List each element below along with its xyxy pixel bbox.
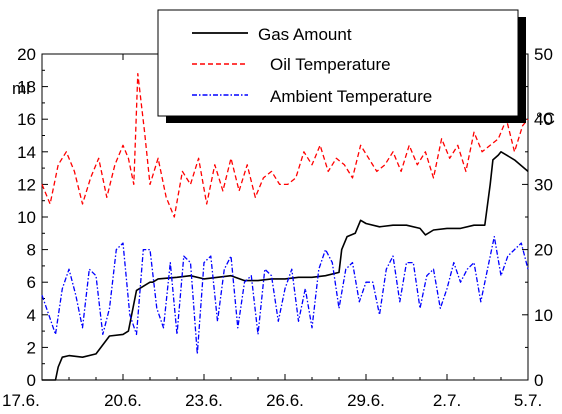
y-left-tick-label: 0	[27, 371, 36, 390]
y-right-tick-label: 30	[534, 175, 553, 194]
series-line-oil-temperature	[41, 72, 529, 218]
y-left-label: ml	[12, 79, 30, 98]
y-left-tick-label: 18	[17, 78, 36, 97]
x-tick-label: 23.6.	[185, 391, 223, 410]
y-right-tick-label: 10	[534, 306, 553, 325]
x-tick-label: 5.7.	[514, 391, 542, 410]
x-tick-label: 17.6.	[2, 391, 40, 410]
legend-box	[157, 9, 519, 117]
y-left-tick-label: 4	[27, 306, 36, 325]
y-left-tick-label: 6	[27, 273, 36, 292]
y-left-tick-label: 16	[17, 110, 36, 129]
y-right-label: °C	[536, 109, 555, 128]
y-left-tick-label: 20	[17, 45, 36, 64]
plot-area	[41, 72, 529, 381]
axes: 0 2 4 6 8 10 12 14 16 18 20 ml 0 10 20 30 40 50 °C 17.6. 20.…	[2, 45, 555, 410]
y-right-tick-label: 50	[534, 45, 553, 64]
legend-label-gas-amount: Gas Amount	[258, 25, 352, 44]
x-tick-label: 29.6.	[347, 391, 385, 410]
y-left-tick-label: 2	[27, 338, 36, 357]
x-tick-label: 20.6.	[104, 391, 142, 410]
series-line-ambient-temperature	[41, 235, 529, 355]
legend: Gas Amount Oil Temperature Ambient Tempe…	[157, 9, 526, 123]
x-tick-label: 2.7.	[433, 391, 461, 410]
x-tick-label: 26.6.	[266, 391, 304, 410]
legend-label-oil-temperature: Oil Temperature	[270, 55, 391, 74]
y-right-tick-label: 40	[534, 110, 553, 129]
y-right-tick-label: 20	[534, 241, 553, 260]
y-left-tick-label: 10	[17, 208, 36, 227]
legend-label-ambient-temperature: Ambient Temperature	[270, 87, 432, 106]
y-left-tick-label: 8	[27, 241, 36, 260]
y-right-tick-label: 0	[534, 371, 543, 390]
y-left-tick-label: 12	[17, 175, 36, 194]
y-left-tick-label: 14	[17, 143, 36, 162]
series-line-gas-amount	[42, 151, 529, 381]
